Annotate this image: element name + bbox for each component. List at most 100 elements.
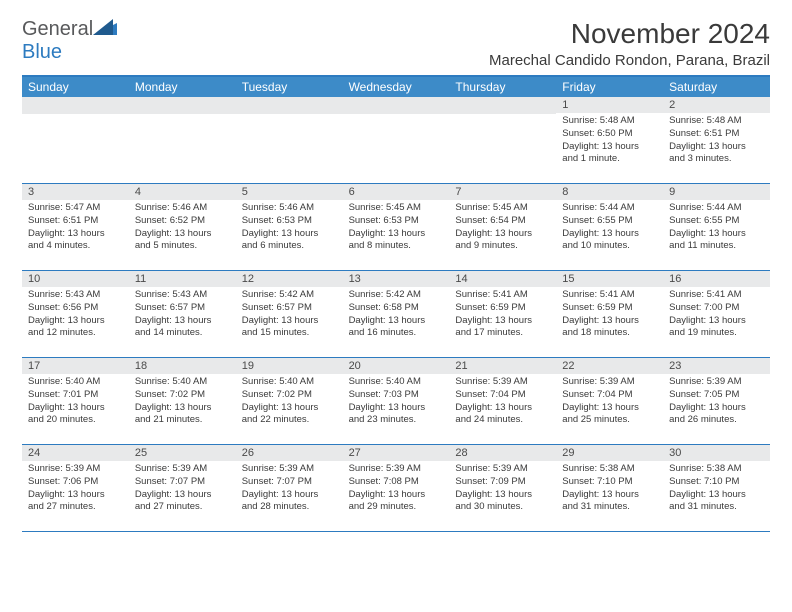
day-content: Sunrise: 5:41 AMSunset: 6:59 PMDaylight:… bbox=[556, 287, 663, 344]
day-number: 15 bbox=[556, 271, 663, 287]
day-cell: 25Sunrise: 5:39 AMSunset: 7:07 PMDayligh… bbox=[129, 445, 236, 531]
daylight-text: Daylight: 13 hours and 29 minutes. bbox=[349, 489, 444, 515]
day-content: Sunrise: 5:48 AMSunset: 6:51 PMDaylight:… bbox=[663, 113, 770, 170]
daylight-text: Daylight: 13 hours and 20 minutes. bbox=[28, 402, 123, 428]
sunset-text: Sunset: 7:02 PM bbox=[242, 389, 337, 402]
day-number: 22 bbox=[556, 358, 663, 374]
sunrise-text: Sunrise: 5:46 AM bbox=[135, 202, 230, 215]
day-content: Sunrise: 5:44 AMSunset: 6:55 PMDaylight:… bbox=[556, 200, 663, 257]
daylight-text: Daylight: 13 hours and 9 minutes. bbox=[455, 228, 550, 254]
daylight-text: Daylight: 13 hours and 6 minutes. bbox=[242, 228, 337, 254]
daylight-text: Daylight: 13 hours and 31 minutes. bbox=[562, 489, 657, 515]
daylight-text: Daylight: 13 hours and 4 minutes. bbox=[28, 228, 123, 254]
sunset-text: Sunset: 6:57 PM bbox=[242, 302, 337, 315]
header: General Blue November 2024 Marechal Cand… bbox=[22, 18, 770, 69]
daylight-text: Daylight: 13 hours and 19 minutes. bbox=[669, 315, 764, 341]
day-cell: 8Sunrise: 5:44 AMSunset: 6:55 PMDaylight… bbox=[556, 184, 663, 270]
sunset-text: Sunset: 7:10 PM bbox=[562, 476, 657, 489]
sunrise-text: Sunrise: 5:41 AM bbox=[455, 289, 550, 302]
day-content: Sunrise: 5:39 AMSunset: 7:04 PMDaylight:… bbox=[449, 374, 556, 431]
day-content: Sunrise: 5:43 AMSunset: 6:56 PMDaylight:… bbox=[22, 287, 129, 344]
day-number-empty bbox=[449, 97, 556, 114]
day-cell: 28Sunrise: 5:39 AMSunset: 7:09 PMDayligh… bbox=[449, 445, 556, 531]
sunset-text: Sunset: 6:58 PM bbox=[349, 302, 444, 315]
day-content: Sunrise: 5:40 AMSunset: 7:01 PMDaylight:… bbox=[22, 374, 129, 431]
day-header: Monday bbox=[129, 77, 236, 97]
day-content: Sunrise: 5:41 AMSunset: 6:59 PMDaylight:… bbox=[449, 287, 556, 344]
daylight-text: Daylight: 13 hours and 23 minutes. bbox=[349, 402, 444, 428]
day-number: 2 bbox=[663, 97, 770, 113]
day-cell: 22Sunrise: 5:39 AMSunset: 7:04 PMDayligh… bbox=[556, 358, 663, 444]
sunrise-text: Sunrise: 5:40 AM bbox=[135, 376, 230, 389]
day-cell bbox=[22, 97, 129, 183]
sunset-text: Sunset: 7:07 PM bbox=[135, 476, 230, 489]
daylight-text: Daylight: 13 hours and 1 minute. bbox=[562, 141, 657, 167]
day-number: 13 bbox=[343, 271, 450, 287]
daylight-text: Daylight: 13 hours and 17 minutes. bbox=[455, 315, 550, 341]
week-row: 10Sunrise: 5:43 AMSunset: 6:56 PMDayligh… bbox=[22, 271, 770, 358]
sunset-text: Sunset: 7:03 PM bbox=[349, 389, 444, 402]
daylight-text: Daylight: 13 hours and 31 minutes. bbox=[669, 489, 764, 515]
sunset-text: Sunset: 6:51 PM bbox=[669, 128, 764, 141]
day-cell: 18Sunrise: 5:40 AMSunset: 7:02 PMDayligh… bbox=[129, 358, 236, 444]
day-number-empty bbox=[22, 97, 129, 114]
sunset-text: Sunset: 6:54 PM bbox=[455, 215, 550, 228]
day-content: Sunrise: 5:39 AMSunset: 7:04 PMDaylight:… bbox=[556, 374, 663, 431]
day-content: Sunrise: 5:39 AMSunset: 7:07 PMDaylight:… bbox=[236, 461, 343, 518]
day-cell: 21Sunrise: 5:39 AMSunset: 7:04 PMDayligh… bbox=[449, 358, 556, 444]
day-number: 20 bbox=[343, 358, 450, 374]
day-number: 3 bbox=[22, 184, 129, 200]
daylight-text: Daylight: 13 hours and 3 minutes. bbox=[669, 141, 764, 167]
day-content: Sunrise: 5:46 AMSunset: 6:53 PMDaylight:… bbox=[236, 200, 343, 257]
daylight-text: Daylight: 13 hours and 28 minutes. bbox=[242, 489, 337, 515]
sunrise-text: Sunrise: 5:46 AM bbox=[242, 202, 337, 215]
sunset-text: Sunset: 6:56 PM bbox=[28, 302, 123, 315]
day-number: 27 bbox=[343, 445, 450, 461]
daylight-text: Daylight: 13 hours and 5 minutes. bbox=[135, 228, 230, 254]
day-number: 5 bbox=[236, 184, 343, 200]
day-cell: 3Sunrise: 5:47 AMSunset: 6:51 PMDaylight… bbox=[22, 184, 129, 270]
day-cell: 5Sunrise: 5:46 AMSunset: 6:53 PMDaylight… bbox=[236, 184, 343, 270]
sunset-text: Sunset: 7:04 PM bbox=[562, 389, 657, 402]
logo-text-general: General bbox=[22, 18, 93, 40]
day-cell: 9Sunrise: 5:44 AMSunset: 6:55 PMDaylight… bbox=[663, 184, 770, 270]
day-content: Sunrise: 5:42 AMSunset: 6:58 PMDaylight:… bbox=[343, 287, 450, 344]
sunrise-text: Sunrise: 5:39 AM bbox=[349, 463, 444, 476]
daylight-text: Daylight: 13 hours and 8 minutes. bbox=[349, 228, 444, 254]
daylight-text: Daylight: 13 hours and 21 minutes. bbox=[135, 402, 230, 428]
sunset-text: Sunset: 6:53 PM bbox=[349, 215, 444, 228]
sunset-text: Sunset: 6:55 PM bbox=[562, 215, 657, 228]
day-cell: 4Sunrise: 5:46 AMSunset: 6:52 PMDaylight… bbox=[129, 184, 236, 270]
sunset-text: Sunset: 6:59 PM bbox=[455, 302, 550, 315]
day-content: Sunrise: 5:41 AMSunset: 7:00 PMDaylight:… bbox=[663, 287, 770, 344]
week-row: 3Sunrise: 5:47 AMSunset: 6:51 PMDaylight… bbox=[22, 184, 770, 271]
day-number: 14 bbox=[449, 271, 556, 287]
sunrise-text: Sunrise: 5:44 AM bbox=[669, 202, 764, 215]
day-cell: 16Sunrise: 5:41 AMSunset: 7:00 PMDayligh… bbox=[663, 271, 770, 357]
day-content: Sunrise: 5:39 AMSunset: 7:05 PMDaylight:… bbox=[663, 374, 770, 431]
daylight-text: Daylight: 13 hours and 10 minutes. bbox=[562, 228, 657, 254]
sunrise-text: Sunrise: 5:39 AM bbox=[562, 376, 657, 389]
daylight-text: Daylight: 13 hours and 12 minutes. bbox=[28, 315, 123, 341]
day-number: 8 bbox=[556, 184, 663, 200]
sunrise-text: Sunrise: 5:42 AM bbox=[349, 289, 444, 302]
day-cell: 13Sunrise: 5:42 AMSunset: 6:58 PMDayligh… bbox=[343, 271, 450, 357]
sunset-text: Sunset: 6:52 PM bbox=[135, 215, 230, 228]
day-number: 24 bbox=[22, 445, 129, 461]
week-row: 17Sunrise: 5:40 AMSunset: 7:01 PMDayligh… bbox=[22, 358, 770, 445]
day-number-empty bbox=[236, 97, 343, 114]
day-content: Sunrise: 5:39 AMSunset: 7:07 PMDaylight:… bbox=[129, 461, 236, 518]
day-number: 23 bbox=[663, 358, 770, 374]
title-block: November 2024 Marechal Candido Rondon, P… bbox=[489, 18, 770, 69]
sunrise-text: Sunrise: 5:42 AM bbox=[242, 289, 337, 302]
sunrise-text: Sunrise: 5:44 AM bbox=[562, 202, 657, 215]
day-cell: 24Sunrise: 5:39 AMSunset: 7:06 PMDayligh… bbox=[22, 445, 129, 531]
sunset-text: Sunset: 7:10 PM bbox=[669, 476, 764, 489]
day-content: Sunrise: 5:38 AMSunset: 7:10 PMDaylight:… bbox=[556, 461, 663, 518]
sunset-text: Sunset: 7:01 PM bbox=[28, 389, 123, 402]
day-number: 10 bbox=[22, 271, 129, 287]
day-number: 16 bbox=[663, 271, 770, 287]
sunset-text: Sunset: 6:51 PM bbox=[28, 215, 123, 228]
day-content: Sunrise: 5:38 AMSunset: 7:10 PMDaylight:… bbox=[663, 461, 770, 518]
sunset-text: Sunset: 7:04 PM bbox=[455, 389, 550, 402]
